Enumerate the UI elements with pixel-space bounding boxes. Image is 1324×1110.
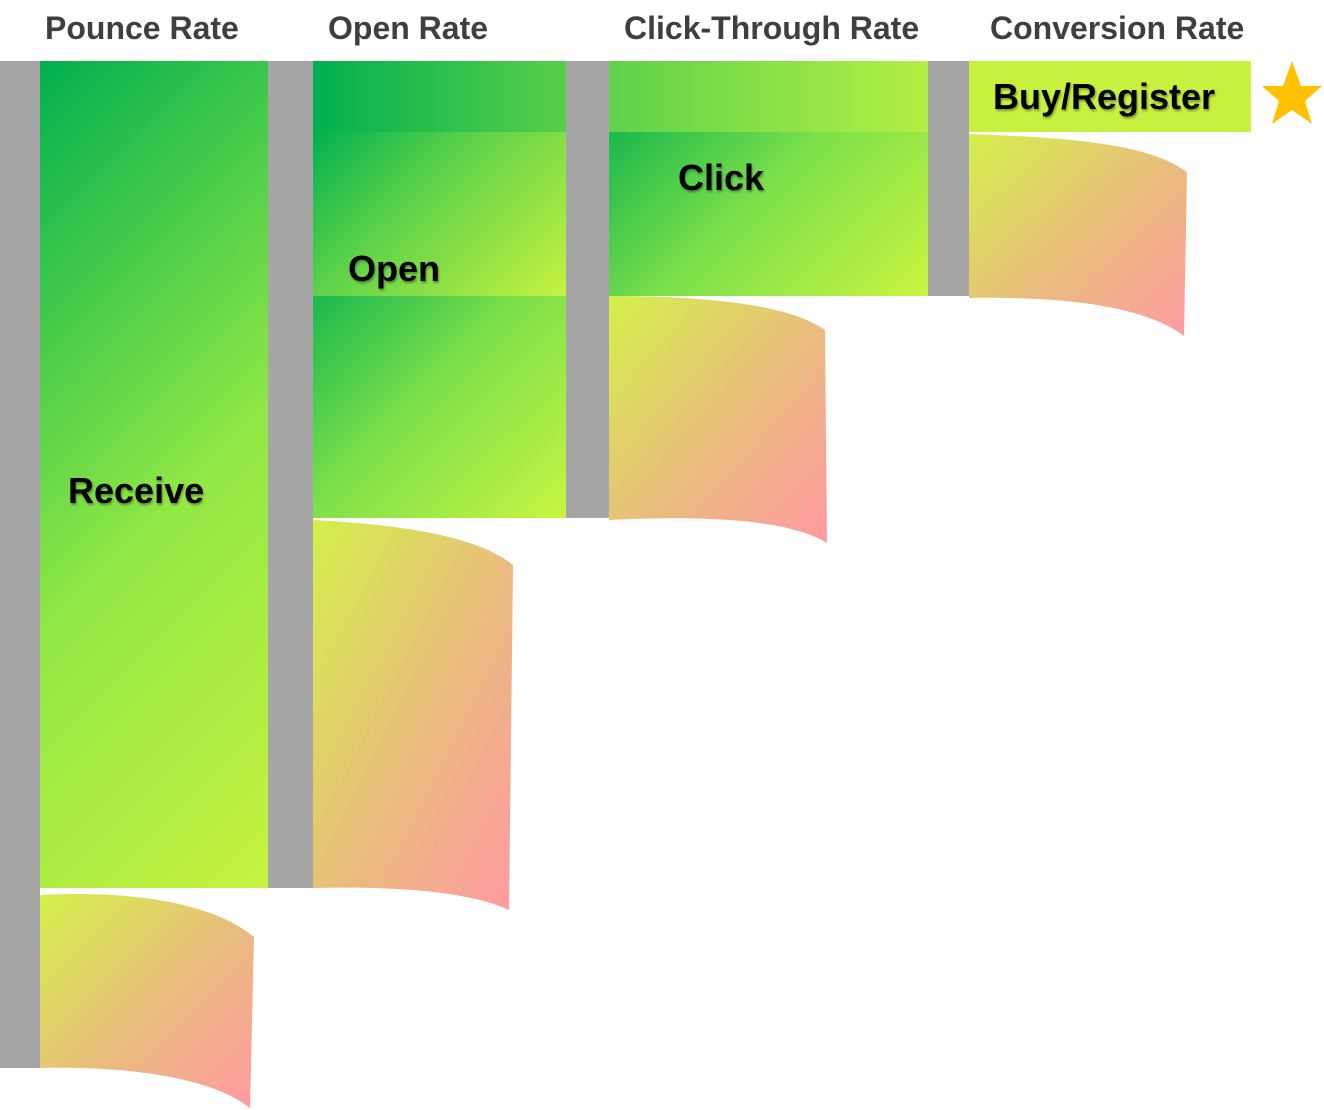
star-icon (1262, 61, 1322, 124)
buy-register-label: Buy/Register (993, 76, 1216, 117)
divider-bar-3 (566, 61, 609, 518)
receive-label: Receive (68, 470, 205, 511)
drop-off-flag-buy (969, 134, 1187, 336)
header-open-rate: Open Rate (328, 10, 489, 46)
divider-bar-1 (0, 61, 40, 1068)
divider-bar-4 (928, 61, 969, 296)
drop-off-flag-receive (40, 894, 254, 1108)
open-lower-block (313, 296, 566, 518)
header-pounce-rate: Pounce Rate (45, 10, 239, 46)
drop-off-flag-click (609, 296, 827, 543)
open-label: Open (348, 248, 441, 289)
open-mid-block (313, 132, 566, 296)
header-conversion-rate: Conversion Rate (990, 10, 1245, 46)
header-click-through-rate: Click-Through Rate (624, 10, 920, 46)
buy-register-block (969, 61, 1251, 132)
open-top-strip (313, 61, 566, 132)
receive-block (40, 61, 268, 888)
drop-off-flag-open (313, 520, 513, 910)
click-label: Click (678, 157, 765, 198)
divider-bar-2 (268, 61, 313, 888)
click-top-strip (609, 61, 928, 132)
click-block (609, 132, 928, 296)
